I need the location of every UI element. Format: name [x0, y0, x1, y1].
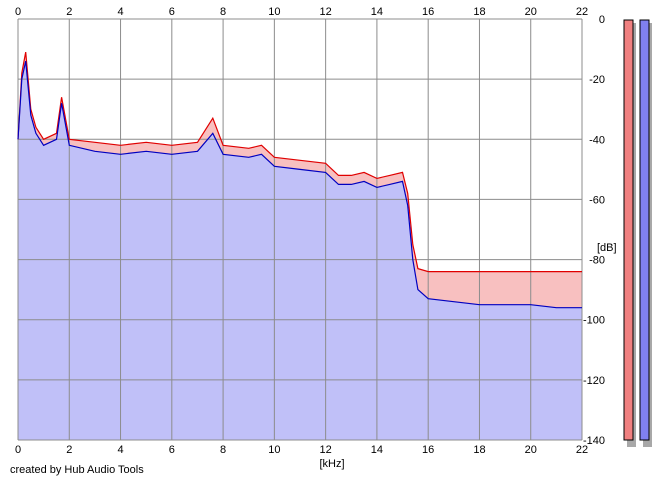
level-meter-2 — [639, 19, 650, 441]
x-tick-label-bottom: 16 — [422, 444, 434, 456]
x-tick-label-top: 12 — [320, 6, 332, 18]
y-tick-label: -80 — [589, 255, 605, 267]
y-tick-label: -40 — [589, 134, 605, 146]
series-1-line — [17, 51, 582, 273]
x-tick-label-bottom: 22 — [576, 444, 588, 456]
y-tick-label: -140 — [583, 435, 605, 447]
x-tick-label-top: 8 — [220, 6, 226, 18]
x-tick-label-bottom: 14 — [371, 444, 383, 456]
series-2-line — [17, 60, 582, 309]
x-tick-label-top: 16 — [422, 6, 434, 18]
x-tick-label-bottom: 6 — [169, 444, 175, 456]
x-tick-label-bottom: 8 — [220, 444, 226, 456]
x-tick-label-bottom: 2 — [66, 444, 72, 456]
series-2-fill — [18, 61, 582, 440]
credit-text: created by Hub Audio Tools — [10, 464, 144, 476]
x-tick-label-bottom: 0 — [15, 444, 21, 456]
y-tick-label: -60 — [589, 194, 605, 206]
y-tick-label: -120 — [583, 375, 605, 387]
y-tick-label: -20 — [589, 74, 605, 86]
x-tick-label-top: 6 — [169, 6, 175, 18]
x-tick-label-bottom: 10 — [268, 444, 280, 456]
x-axis-label: [kHz] — [319, 458, 344, 470]
x-tick-label-bottom: 18 — [473, 444, 485, 456]
x-tick-label-top: 22 — [576, 6, 588, 18]
level-meter-1 — [623, 19, 634, 441]
x-tick-label-top: 0 — [15, 6, 21, 18]
x-tick-label-top: 2 — [66, 6, 72, 18]
x-tick-label-top: 10 — [268, 6, 280, 18]
y-axis-label: [dB] — [597, 242, 617, 254]
y-tick-label: 0 — [599, 14, 605, 26]
x-tick-label-bottom: 20 — [525, 444, 537, 456]
x-tick-label-top: 14 — [371, 6, 383, 18]
x-tick-label-bottom: 12 — [320, 444, 332, 456]
x-tick-label-top: 20 — [525, 6, 537, 18]
x-tick-label-bottom: 4 — [117, 444, 123, 456]
y-tick-label: -100 — [583, 315, 605, 327]
x-tick-label-top: 18 — [473, 6, 485, 18]
x-tick-label-top: 4 — [117, 6, 123, 18]
